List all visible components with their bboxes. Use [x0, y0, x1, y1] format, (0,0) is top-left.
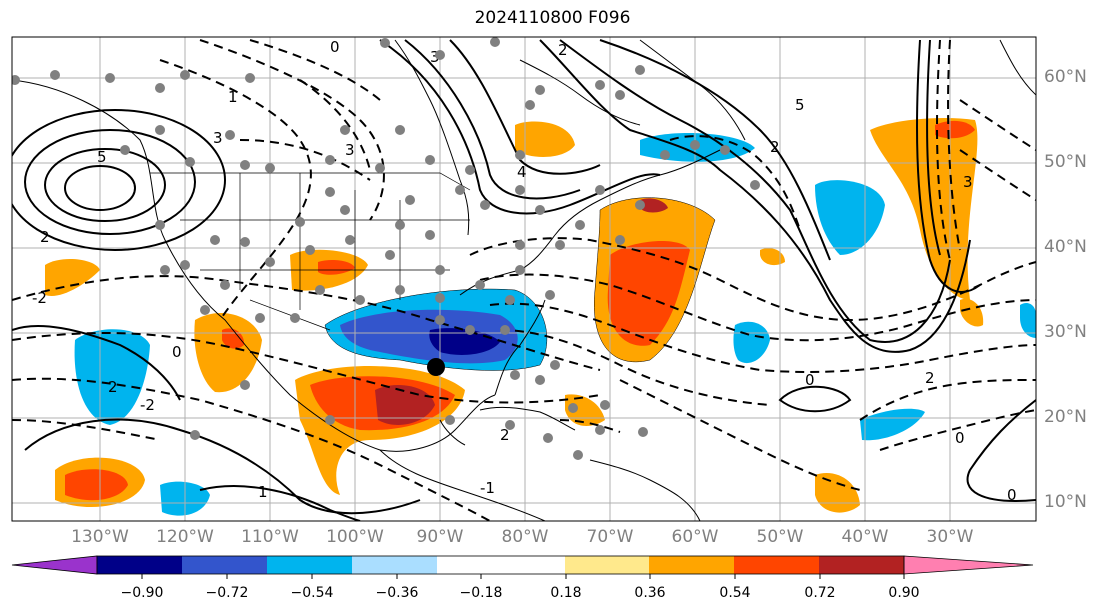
very-strong-negative-anomaly-fills	[429, 328, 500, 355]
contour-label: 0	[955, 429, 965, 447]
colorbar-segment	[819, 556, 904, 574]
contour-label: -1	[480, 479, 495, 497]
lat-label: 50°N	[1044, 152, 1087, 172]
lat-label: 30°N	[1044, 322, 1087, 342]
colorbar-segment	[182, 556, 267, 574]
colorbar	[11, 555, 1034, 579]
colorbar-segment	[734, 556, 819, 574]
colorbar-tick-label: −0.72	[205, 585, 249, 601]
contour-label: 0	[805, 371, 815, 389]
contour-label: 1	[228, 88, 238, 106]
colorbar-tick-label: −0.54	[290, 585, 334, 601]
colorbar-segment	[267, 556, 352, 574]
dashed-contours	[12, 39, 1036, 521]
lon-label: 130°W	[71, 527, 129, 547]
contour-label: 2	[925, 369, 935, 387]
contour-label: 1	[258, 483, 268, 501]
colorbar-extend-low	[11, 555, 98, 575]
lon-label: 30°W	[926, 527, 974, 547]
contour-label: 4	[517, 163, 527, 181]
colorbar-segment	[437, 556, 565, 574]
contour-label: 5	[97, 148, 107, 166]
lon-label: 70°W	[586, 527, 634, 547]
lon-label: 110°W	[241, 527, 299, 547]
station-markers	[12, 37, 760, 460]
map-title: 2024110800 F096	[474, 8, 631, 28]
political-borders	[150, 172, 471, 331]
colorbar-tick-label: −0.36	[375, 585, 419, 601]
contour-label: 2	[500, 426, 510, 444]
contour-label: 0	[1007, 486, 1017, 504]
lat-label: 20°N	[1044, 407, 1087, 427]
lon-label: 120°W	[156, 527, 214, 547]
contour-label: 3	[213, 129, 223, 147]
colorbar-segment	[352, 556, 437, 574]
contour-label: 5	[795, 96, 805, 114]
colorbar-tick-label: 0.54	[719, 585, 751, 601]
colorbar-tick-label: −0.90	[120, 585, 164, 601]
map-area: 3 5 2 1 4 3 2 0 -2 2 0 3 5 2 0 -1 2 3 1 …	[12, 37, 1036, 521]
lon-label: 100°W	[326, 527, 384, 547]
contour-label: 2	[558, 41, 568, 59]
colorbar-segment	[565, 556, 649, 574]
contour-label: 3	[963, 173, 973, 191]
map-frame	[11, 36, 1037, 522]
contour-label: 2	[40, 228, 50, 246]
lon-label: 60°W	[671, 527, 719, 547]
lon-label: 50°W	[756, 527, 804, 547]
lat-label: 60°N	[1044, 67, 1087, 87]
contour-labels: 3 5 2 1 4 3 2 0 -2 2 0 3 5 2 0 -1 2 3 1 …	[32, 38, 1017, 504]
colorbar-tick-label: 0.36	[634, 585, 666, 601]
contour-label: 2	[108, 378, 118, 396]
contour-label: 2	[770, 138, 780, 156]
colorbar-tick-label: 0.18	[550, 585, 582, 601]
storm-center-marker	[427, 358, 445, 376]
colorbar-tick-label: 0.72	[804, 585, 836, 601]
lon-label: 40°W	[841, 527, 889, 547]
lat-label: 40°N	[1044, 237, 1087, 257]
fill-outlines	[324, 197, 716, 371]
contour-label: -2	[32, 289, 47, 307]
contour-label: 0	[172, 343, 182, 361]
colorbar-tick-label: −0.18	[459, 585, 503, 601]
contour-label: 0	[330, 38, 340, 56]
very-strong-positive-anomaly-fills	[375, 198, 668, 425]
contour-label: 3	[430, 48, 440, 66]
colorbar-tick-label: 0.90	[888, 585, 920, 601]
contour-label: 3	[345, 141, 355, 159]
colorbar-extend-high	[903, 555, 1034, 575]
lat-label: 10°N	[1044, 492, 1087, 512]
colorbar-segment	[97, 556, 182, 574]
colorbar-segment	[649, 556, 734, 574]
contour-label: -2	[140, 396, 155, 414]
lon-label: 90°W	[416, 527, 464, 547]
coastlines	[12, 39, 1036, 521]
lon-label: 80°W	[501, 527, 549, 547]
